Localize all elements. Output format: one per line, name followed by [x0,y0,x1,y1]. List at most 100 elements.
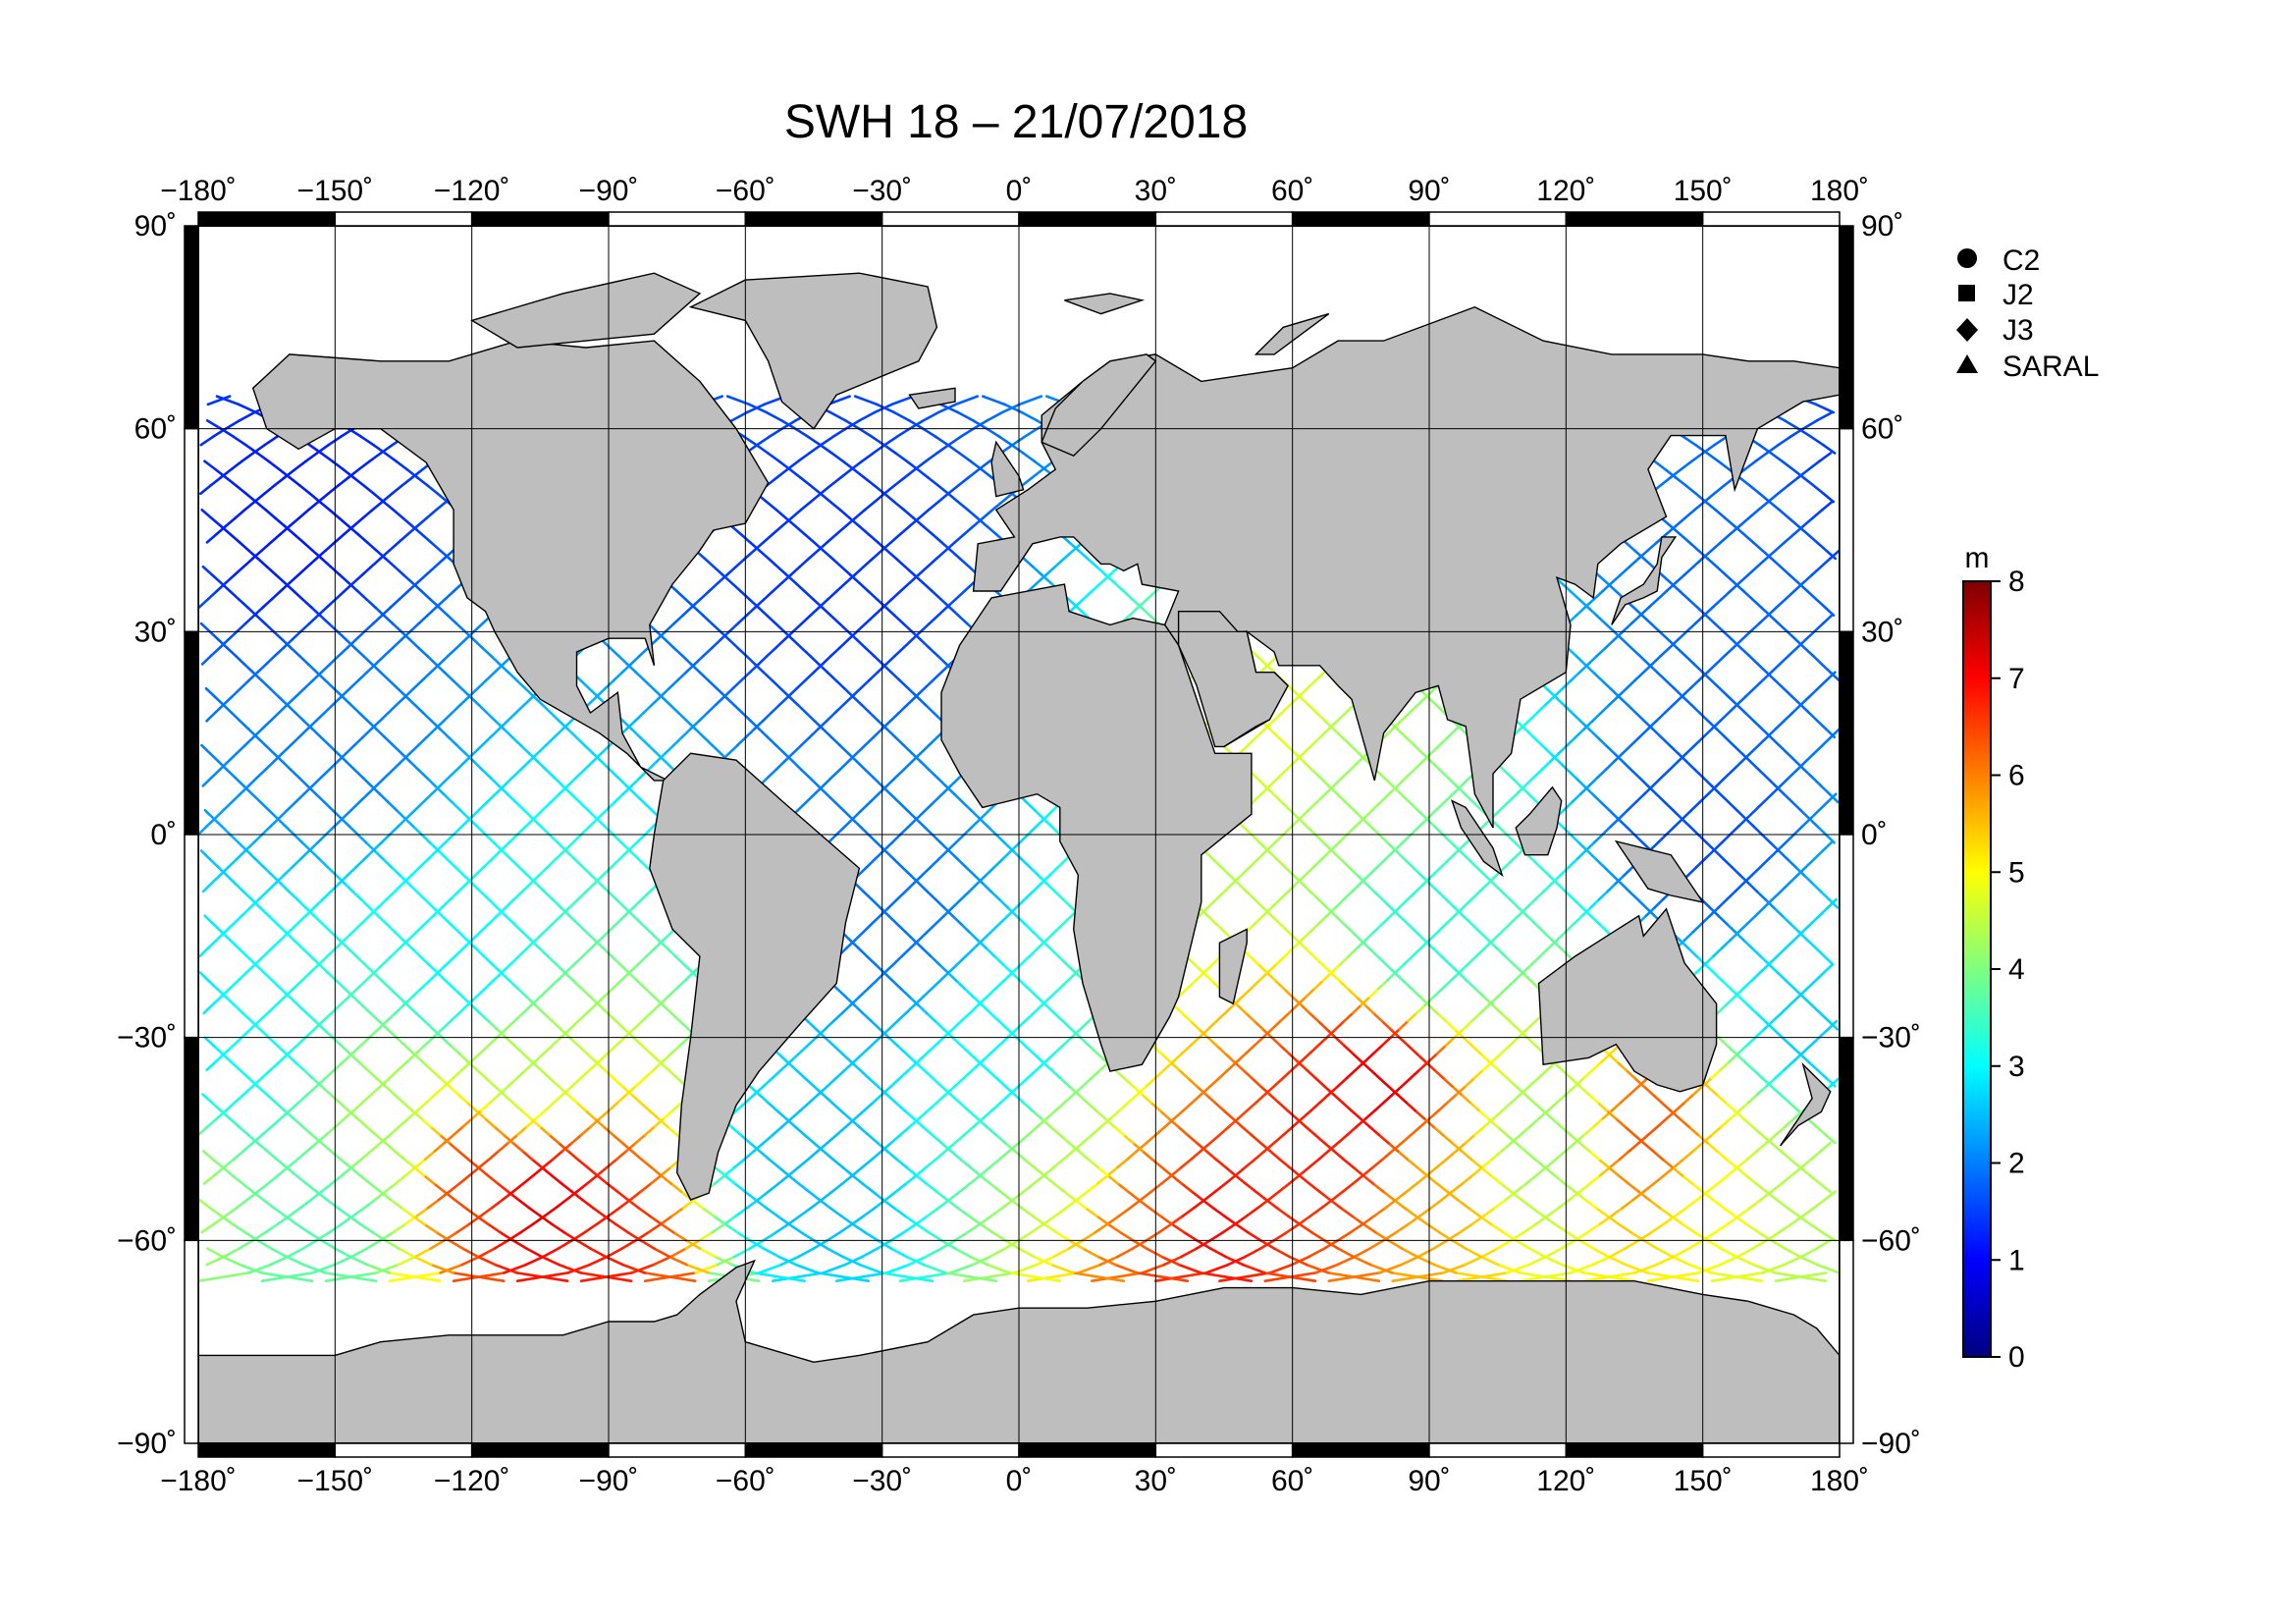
swh-track-segment [284,1215,298,1226]
swh-track-segment [380,979,393,991]
swh-track-segment [1345,1068,1358,1080]
swh-track-segment [1528,1117,1541,1128]
swh-track-segment [480,768,493,780]
swh-track-segment [588,1255,609,1267]
swh-track-segment [379,671,391,682]
swh-track-segment [721,573,733,585]
swh-track-segment [398,939,410,950]
swh-track-segment [327,622,340,633]
swh-track-segment [1761,549,1773,561]
swh-track-segment [867,833,879,844]
swh-track-segment [1011,962,1023,974]
swh-track-segment [948,1093,961,1105]
swh-track-segment [1313,1076,1326,1088]
swh-track-segment [912,873,924,885]
swh-track-segment [410,987,423,999]
swh-track-segment [503,776,514,787]
swh-track-segment [1659,475,1673,487]
swh-track-segment [423,1019,435,1031]
swh-track-segment [1193,962,1204,974]
swh-track-segment [1618,808,1629,820]
swh-track-segment [1206,914,1218,926]
swh-track-segment [297,654,310,666]
swh-track-segment [893,1101,906,1112]
swh-track-segment [1361,817,1372,829]
swh-track-segment [1809,435,1825,447]
swh-track-segment [523,686,536,698]
swh-track-segment [892,410,911,422]
swh-track-segment [834,524,848,536]
swh-track-segment [1646,719,1658,730]
swh-track-segment [1052,1044,1065,1055]
swh-track-segment [232,1150,245,1161]
swh-track-segment [1693,735,1705,747]
swh-track-segment [292,979,303,991]
swh-track-segment [1247,735,1258,747]
swh-track-segment [1523,1093,1535,1105]
swh-track-segment [926,475,940,487]
swh-track-segment [1145,1133,1157,1145]
swh-track-segment [1071,1141,1085,1153]
swh-track-segment [1234,1173,1248,1185]
swh-track-segment [778,686,791,698]
swh-track-segment [1272,1076,1285,1088]
swh-track-segment [253,857,266,869]
swh-track-segment [1562,800,1574,812]
swh-track-segment [1591,1255,1612,1267]
swh-track-segment [1323,719,1335,730]
swh-track-segment [881,784,892,796]
swh-track-segment [227,751,239,763]
swh-track-segment [660,1173,673,1185]
swh-track-segment [206,395,232,406]
swh-track-segment [963,1125,976,1137]
swh-track-segment [1105,1215,1121,1226]
swh-track-segment [745,606,757,618]
swh-track-segment [812,1239,829,1250]
swh-track-segment [1312,954,1324,966]
swh-track-segment [889,1133,902,1145]
swh-track-segment [1521,971,1532,983]
swh-track-segment [246,728,259,739]
swh-track-segment [273,646,286,658]
swh-track-segment [1151,1044,1163,1055]
swh-track-segment [1789,995,1800,1006]
swh-track-segment [266,1003,278,1015]
swh-track-segment [1624,541,1636,553]
swh-track-segment [805,792,817,804]
swh-track-segment [902,743,914,755]
swh-track-segment [885,1150,898,1161]
swh-track-segment [1436,922,1448,934]
swh-track-segment [831,1158,844,1169]
swh-track-segment [426,484,440,496]
swh-track-segment [1825,549,1837,561]
swh-track-segment [1444,1036,1456,1048]
swh-track-segment [1261,1028,1273,1039]
swh-track-segment [260,1271,314,1282]
swh-track-segment [1743,460,1757,471]
swh-track-segment [1719,711,1731,723]
swh-track-segment [557,1239,574,1250]
swh-track-segment [1715,1093,1727,1105]
swh-track-segment [858,1068,871,1080]
swh-track-segment [1821,840,1833,852]
swh-track-segment [915,1173,929,1185]
swh-track-segment [937,849,949,861]
swh-track-segment [1814,597,1827,609]
swh-track-segment [1334,1019,1346,1031]
swh-track-segment [330,1003,342,1015]
swh-track-segment [1744,1222,1760,1234]
swh-track-segment [1062,549,1075,561]
swh-track-segment [943,1271,998,1282]
swh-track-segment [309,849,321,861]
swh-track-segment [1735,1165,1748,1177]
swh-track-segment [1770,557,1783,568]
swh-track-segment [1625,1263,1649,1274]
swh-track-segment [885,549,898,561]
swh-track-segment [1061,897,1073,909]
swh-track-segment [1330,962,1342,974]
swh-track-segment [1490,1052,1503,1063]
swh-track-segment [698,671,710,682]
swh-track-segment [1066,971,1078,983]
swh-track-segment [479,922,491,934]
swh-track-segment [1432,1068,1445,1080]
